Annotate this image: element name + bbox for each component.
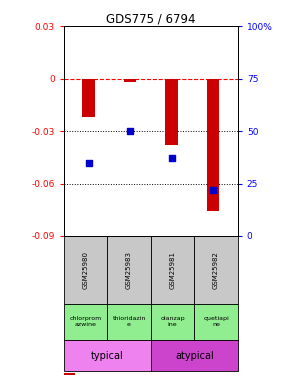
Bar <box>82 79 95 117</box>
Text: other: other <box>0 374 1 375</box>
Bar <box>194 304 238 340</box>
Bar <box>124 79 136 82</box>
Text: GSM25981: GSM25981 <box>170 251 175 289</box>
Text: agent: agent <box>0 374 1 375</box>
Bar <box>64 340 151 371</box>
Point <box>128 128 133 134</box>
Bar <box>151 304 194 340</box>
Bar <box>64 236 107 304</box>
Text: GSM25980: GSM25980 <box>83 251 88 289</box>
Text: quetiapi
ne: quetiapi ne <box>203 316 229 327</box>
Point <box>169 155 174 161</box>
Bar <box>64 304 107 340</box>
Bar <box>64 373 75 375</box>
Text: olanzap
ine: olanzap ine <box>160 316 185 327</box>
Bar <box>194 236 238 304</box>
Text: GSM25983: GSM25983 <box>126 251 132 289</box>
Bar <box>107 236 151 304</box>
Bar <box>107 304 151 340</box>
Text: thioridazin
e: thioridazin e <box>112 316 146 327</box>
Bar <box>151 236 194 304</box>
Bar <box>207 79 219 212</box>
Text: atypical: atypical <box>175 351 214 361</box>
Bar <box>165 79 178 145</box>
Point <box>86 159 91 165</box>
Text: GSM25982: GSM25982 <box>213 251 219 289</box>
Title: GDS775 / 6794: GDS775 / 6794 <box>106 12 195 25</box>
Point <box>211 187 215 193</box>
Text: chlorprom
azwine: chlorprom azwine <box>69 316 102 327</box>
Bar <box>151 340 238 371</box>
Text: typical: typical <box>91 351 124 361</box>
